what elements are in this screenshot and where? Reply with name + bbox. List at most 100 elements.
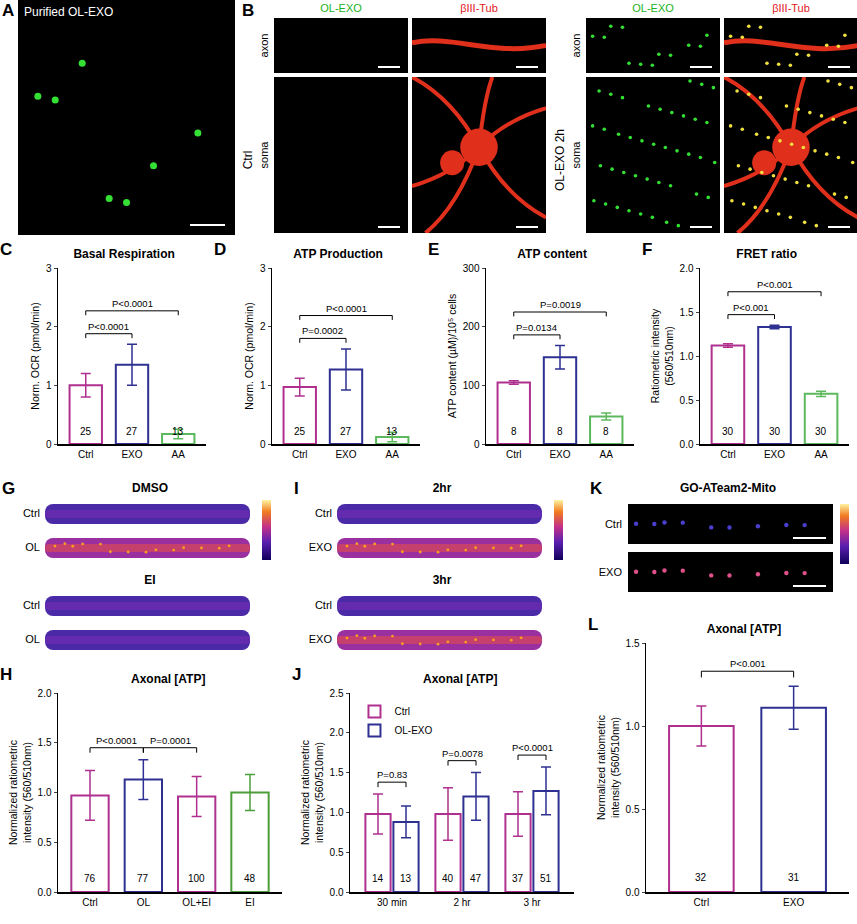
svg-text:32: 32 (695, 872, 707, 883)
svg-text:27: 27 (340, 426, 352, 437)
svg-text:0.0: 0.0 (626, 887, 640, 898)
svg-text:3: 3 (46, 263, 52, 274)
svg-text:13: 13 (400, 873, 412, 884)
svg-text:2 hr: 2 hr (453, 897, 471, 908)
svg-text:1: 1 (46, 380, 52, 391)
svg-text:0: 0 (260, 439, 266, 450)
svg-text:P=0.0019: P=0.0019 (540, 299, 581, 310)
svg-text:1.0: 1.0 (626, 721, 640, 732)
svg-text:P<0.001: P<0.001 (730, 658, 766, 669)
svg-text:P=0.0078: P=0.0078 (442, 748, 483, 759)
svg-text:AA: AA (814, 449, 828, 460)
svg-text:ATP content: ATP content (517, 247, 587, 261)
svg-text:OL-EXO: OL-EXO (320, 2, 362, 14)
svg-text:A: A (2, 1, 14, 20)
svg-text:P<0.0001: P<0.0001 (96, 735, 137, 746)
svg-text:1.5: 1.5 (680, 307, 694, 318)
svg-text:EI: EI (144, 573, 155, 587)
svg-text:Norm. OCR (pmol/min): Norm. OCR (pmol/min) (29, 302, 41, 409)
svg-text:axon: axon (570, 34, 582, 58)
svg-text:0: 0 (46, 439, 52, 450)
svg-text:8: 8 (511, 426, 517, 437)
svg-text:Ctrl: Ctrl (394, 706, 410, 717)
svg-text:1.5: 1.5 (330, 767, 344, 778)
svg-text:AA: AA (172, 449, 186, 460)
svg-text:soma: soma (258, 141, 270, 169)
svg-text:Norm. OCR (pmol/min): Norm. OCR (pmol/min) (243, 302, 255, 409)
svg-text:30 min: 30 min (377, 897, 407, 908)
svg-text:ATP Production: ATP Production (293, 247, 383, 261)
svg-text:Ctrl: Ctrl (241, 151, 255, 170)
svg-text:100: 100 (463, 380, 480, 391)
svg-text:0.5: 0.5 (626, 804, 640, 815)
svg-text:0.0: 0.0 (330, 887, 344, 898)
svg-text:βIII-Tub: βIII-Tub (772, 2, 810, 14)
svg-text:300: 300 (463, 263, 480, 274)
svg-text:40: 40 (442, 873, 454, 884)
svg-text:3 hr: 3 hr (523, 897, 541, 908)
svg-text:Ctrl: Ctrl (605, 518, 622, 530)
svg-text:DMSO: DMSO (132, 481, 168, 495)
svg-text:30: 30 (769, 426, 781, 437)
svg-text:77: 77 (137, 873, 149, 884)
svg-text:1.5: 1.5 (38, 737, 52, 748)
svg-text:Ctrl: Ctrl (694, 897, 710, 908)
svg-text:0.5: 0.5 (330, 847, 344, 858)
svg-text:Axonal [ATP]: Axonal [ATP] (131, 672, 205, 686)
svg-text:30: 30 (722, 426, 734, 437)
svg-text:27: 27 (126, 426, 138, 437)
svg-text:Ctrl: Ctrl (23, 507, 40, 519)
svg-text:13: 13 (172, 426, 184, 437)
svg-text:76: 76 (84, 873, 96, 884)
svg-text:P<0.001: P<0.001 (757, 279, 793, 290)
svg-text:Ctrl: Ctrl (315, 599, 332, 611)
svg-text:200: 200 (463, 321, 480, 332)
svg-text:47: 47 (470, 873, 482, 884)
svg-text:P<0.0001: P<0.0001 (112, 298, 153, 309)
svg-text:P=0.0001: P=0.0001 (150, 735, 191, 746)
svg-text:0.0: 0.0 (38, 887, 52, 898)
svg-text:Axonal [ATP]: Axonal [ATP] (423, 672, 497, 686)
svg-text:30: 30 (815, 426, 827, 437)
svg-text:0.5: 0.5 (680, 395, 694, 406)
svg-text:ATP content (µM)/10⁵ cells: ATP content (µM)/10⁵ cells (446, 294, 458, 418)
svg-text:2hr: 2hr (433, 481, 452, 495)
svg-text:Ctrl: Ctrl (315, 507, 332, 519)
svg-text:βIII-Tub: βIII-Tub (460, 2, 498, 14)
svg-text:EXO: EXO (309, 633, 333, 645)
svg-text:51: 51 (540, 873, 552, 884)
svg-text:2.0: 2.0 (38, 688, 52, 699)
svg-text:31: 31 (788, 872, 800, 883)
svg-text:P<0.0001: P<0.0001 (326, 303, 367, 314)
svg-text:Ctrl: Ctrl (292, 449, 308, 460)
svg-text:soma: soma (570, 141, 582, 169)
svg-text:OL-EXO: OL-EXO (632, 2, 674, 14)
svg-text:OL: OL (25, 541, 40, 553)
svg-text:1.0: 1.0 (680, 351, 694, 362)
svg-text:Purified OL-EXO: Purified OL-EXO (24, 5, 113, 19)
svg-text:OL-EXO: OL-EXO (394, 725, 432, 736)
svg-text:0: 0 (474, 439, 480, 450)
svg-text:2: 2 (260, 321, 266, 332)
svg-text:Ctrl: Ctrl (82, 897, 98, 908)
svg-text:48: 48 (244, 873, 256, 884)
svg-text:Normalized ratiometricintensit: Normalized ratiometricintensity (560/510… (595, 715, 621, 820)
svg-text:P<0.0001: P<0.0001 (512, 742, 553, 753)
svg-text:1: 1 (260, 380, 266, 391)
svg-text:GO-ATeam2-Mito: GO-ATeam2-Mito (680, 481, 776, 495)
svg-text:Axonal [ATP]: Axonal [ATP] (707, 622, 781, 636)
svg-text:25: 25 (80, 426, 92, 437)
svg-text:AA: AA (600, 449, 614, 460)
svg-text:Ctrl: Ctrl (23, 599, 40, 611)
svg-text:P=0.0134: P=0.0134 (516, 322, 557, 333)
svg-text:2.0: 2.0 (330, 727, 344, 738)
svg-text:Ratiometric intensity(560/510n: Ratiometric intensity(560/510nm) (649, 308, 675, 403)
svg-text:Normalized ratiometricintensit: Normalized ratiometricintensity (560/510… (7, 740, 33, 845)
svg-text:1.0: 1.0 (38, 787, 52, 798)
svg-text:EI: EI (245, 897, 254, 908)
svg-text:I: I (294, 479, 299, 498)
svg-text:0.0: 0.0 (680, 439, 694, 450)
svg-text:P=0.0002: P=0.0002 (302, 325, 343, 336)
svg-text:OL-EXO 2h: OL-EXO 2h (553, 129, 567, 191)
svg-text:Ctrl: Ctrl (78, 449, 94, 460)
